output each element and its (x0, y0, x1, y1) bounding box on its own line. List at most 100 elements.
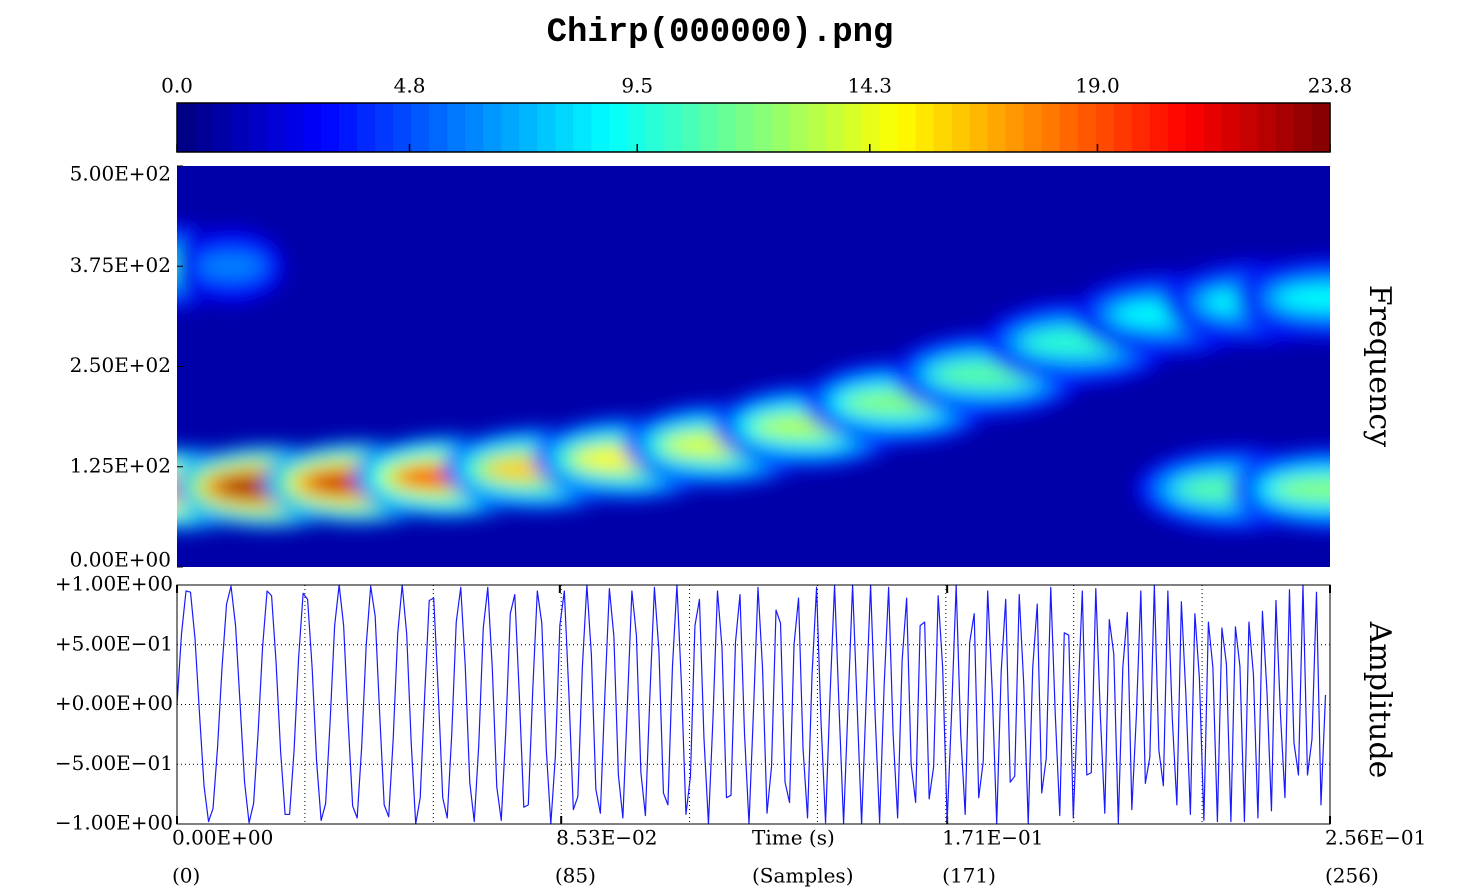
colorbar-cell (627, 103, 647, 152)
colorbar-cell (1203, 103, 1223, 152)
colorbar-cell (267, 103, 286, 152)
colorbar-cell (303, 103, 322, 152)
colorbar-cell (951, 103, 971, 152)
colorbar-cell (789, 103, 809, 152)
colorbar-cell (1149, 103, 1169, 152)
x2-tick-label: (0) (172, 864, 200, 888)
heatmap-contour (1275, 286, 1330, 311)
colorbar-tick-label: 14.3 (848, 74, 893, 98)
colorbar-cell (663, 103, 683, 152)
colorbar-cell (249, 103, 268, 152)
colorbar-cell (879, 103, 899, 152)
x2-tick-label: (256) (1325, 864, 1379, 888)
colorbar-cell (933, 103, 953, 152)
x2-axis-label: (Samples) (752, 864, 854, 888)
y-tick-label: 3.75E+02 (70, 253, 171, 277)
colorbar-cell (1095, 103, 1115, 152)
x-tick-label: 2.56E−01 (1325, 826, 1426, 850)
heatmap-contour (198, 254, 264, 279)
colorbar-cell (1239, 103, 1259, 152)
colorbar-cell (861, 103, 881, 152)
y-tick-label: 0.00E+00 (70, 548, 171, 572)
colorbar-cell (825, 103, 845, 152)
y-tick-label: 1.25E+02 (70, 453, 171, 477)
colorbar-cell (699, 103, 719, 152)
colorbar-cell (735, 103, 755, 152)
colorbar-cell (411, 103, 430, 152)
y-axis-label: Amplitude (1362, 621, 1397, 779)
heatmap-cell (1235, 256, 1330, 341)
colorbar-cell (717, 103, 737, 152)
colorbar-cell (213, 103, 232, 152)
colorbar-cell (1275, 103, 1295, 152)
heatmap-contour (1273, 477, 1330, 502)
colorbar-cell (1041, 103, 1061, 152)
y-tick-label: 5.00E+02 (70, 162, 171, 186)
colorbar-cell (1077, 103, 1097, 152)
colorbar-cell (357, 103, 376, 152)
colorbar-cell (393, 103, 412, 152)
colorbar-tick-label: 0.0 (161, 74, 193, 98)
colorbar-cell (1023, 103, 1043, 152)
x2-tick-label: (171) (942, 864, 996, 888)
y-tick-label: +0.00E+00 (55, 691, 173, 715)
colorbar-cell (339, 103, 358, 152)
colorbar-cell (519, 103, 538, 152)
x-tick-label: 0.00E+00 (172, 826, 273, 850)
colorbar-tick-label: 19.0 (1075, 74, 1120, 98)
colorbar-cell (807, 103, 827, 152)
colorbar-cell (771, 103, 791, 152)
colorbar-cell (1113, 103, 1133, 152)
y-tick-label: −5.00E−01 (55, 751, 173, 775)
x-tick-label: 8.53E−02 (556, 826, 657, 850)
colorbar-cell (1221, 103, 1241, 152)
colorbar-cell (969, 103, 989, 152)
signal-line (176, 584, 1327, 825)
colorbar-cell (195, 103, 214, 152)
colorbar-cell (1185, 103, 1205, 152)
colorbar-cell (753, 103, 773, 152)
heatmap-cell (177, 224, 288, 309)
colorbar-cell (537, 103, 556, 152)
colorbar-cell (501, 103, 520, 152)
colorbar-tick-label: 9.5 (621, 74, 653, 98)
colorbar-cell (591, 103, 610, 152)
y-tick-label: −1.00E+00 (55, 811, 173, 835)
colorbar-cell (1311, 103, 1331, 152)
colorbar-cell (1005, 103, 1025, 152)
colorbar-tick-label: 4.8 (394, 74, 426, 98)
y-axis-label: Frequency (1362, 285, 1397, 447)
colorbar-cell (483, 103, 502, 152)
x-axis-label: Time (s) (752, 826, 835, 850)
chart-title: Chirp(000000).png (547, 14, 894, 52)
colorbar-cell (1131, 103, 1151, 152)
colorbar-cell (1059, 103, 1079, 152)
colorbar-cell (231, 103, 250, 152)
colorbar-cell (375, 103, 394, 152)
colorbar-cell (645, 103, 665, 152)
y-tick-label: +1.00E+00 (55, 572, 173, 596)
colorbar-tick-label: 23.8 (1308, 74, 1353, 98)
colorbar-cell (897, 103, 917, 152)
x2-tick-label: (85) (555, 864, 596, 888)
colorbar-cell (321, 103, 340, 152)
y-tick-label: 2.50E+02 (70, 353, 171, 377)
x-tick-label: 1.71E−01 (942, 826, 1043, 850)
colorbar-frame (176, 102, 1331, 153)
colorbar-cell (177, 103, 196, 152)
colorbar-cell (429, 103, 448, 152)
colorbar-cell (1167, 103, 1187, 152)
colorbar-cell (555, 103, 574, 152)
colorbar-cell (573, 103, 592, 152)
colorbar-cell (987, 103, 1007, 152)
colorbar-cell (843, 103, 863, 152)
heatmap-layer (177, 224, 1330, 532)
colorbar-cell (447, 103, 466, 152)
heatmap-cell (1230, 447, 1330, 532)
colorbar-cell (681, 103, 701, 152)
colorbar-cell (609, 103, 628, 152)
plot-frame (176, 584, 1331, 825)
colorbar-cell (1293, 103, 1313, 152)
colorbar-cell (285, 103, 304, 152)
